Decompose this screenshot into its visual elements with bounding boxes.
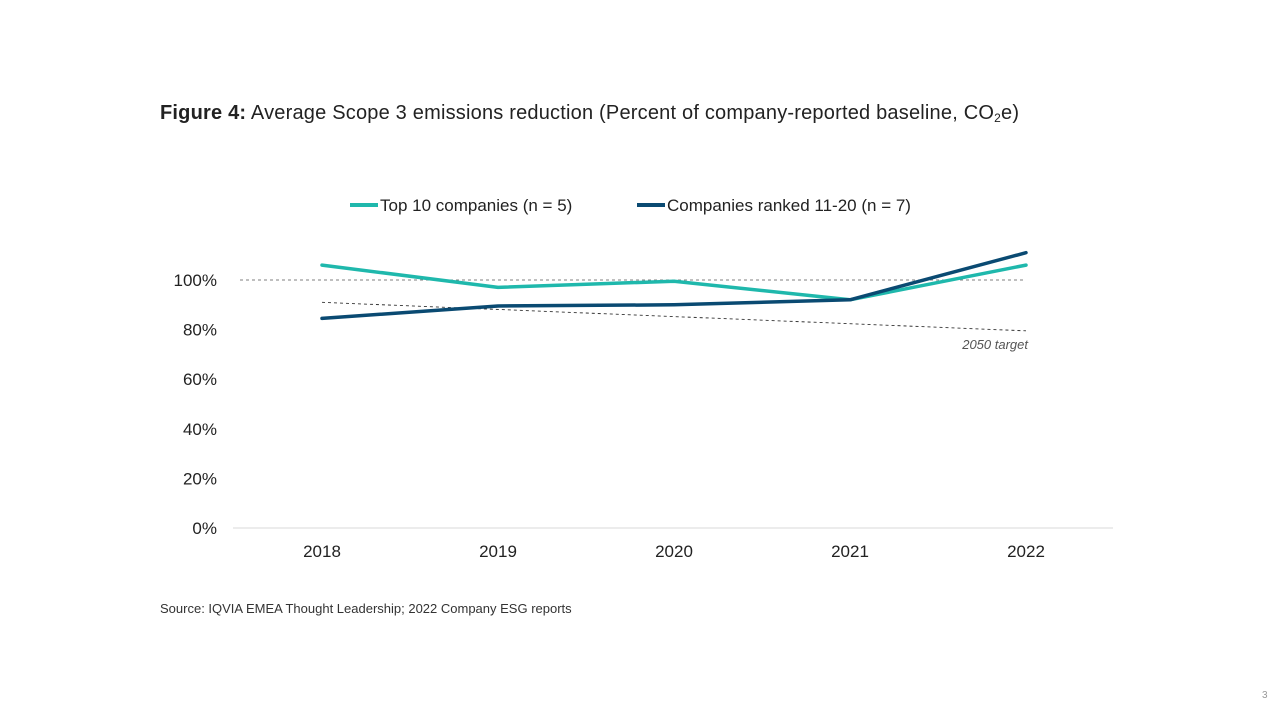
y-tick-label: 40% [183, 420, 217, 439]
series-line-top10 [320, 263, 1028, 302]
y-tick-label: 0% [192, 519, 217, 538]
x-tick-label: 2018 [303, 542, 341, 561]
x-tick-label: 2020 [655, 542, 693, 561]
legend-label-ranked: Companies ranked 11-20 (n = 7) [667, 196, 911, 215]
plot-area: 0% 20% 40% 60% 80% 100% 2018 2019 2020 2021 2022 20… [174, 250, 1113, 561]
title-text: Average Scope 3 emissions reduction (Per… [250, 102, 995, 124]
source-note: Source: IQVIA EMEA Thought Leadership; 2… [160, 601, 572, 616]
y-tick-label: 20% [183, 469, 217, 488]
series-line-ranked [320, 250, 1028, 321]
x-tick-label: 2022 [1007, 542, 1045, 561]
legend: Top 10 companies (n = 5) Companies ranke… [350, 196, 911, 215]
title-suffix: e) [1001, 102, 1020, 124]
target-trend-line [321, 301, 1027, 332]
y-tick-label: 80% [183, 321, 217, 340]
target-annotation: 2050 target [961, 337, 1029, 352]
page-number: 3 [1262, 690, 1268, 701]
figure-title: Figure 4: Average Scope 3 emissions redu… [160, 102, 1019, 125]
x-tick-label: 2021 [831, 542, 869, 561]
y-tick-label: 100% [174, 271, 217, 290]
x-tick-label: 2019 [479, 542, 517, 561]
figure-label: Figure 4: [160, 102, 247, 124]
legend-label-top10: Top 10 companies (n = 5) [380, 196, 572, 215]
title-subscript: 2 [994, 111, 1001, 125]
y-tick-label: 60% [183, 370, 217, 389]
